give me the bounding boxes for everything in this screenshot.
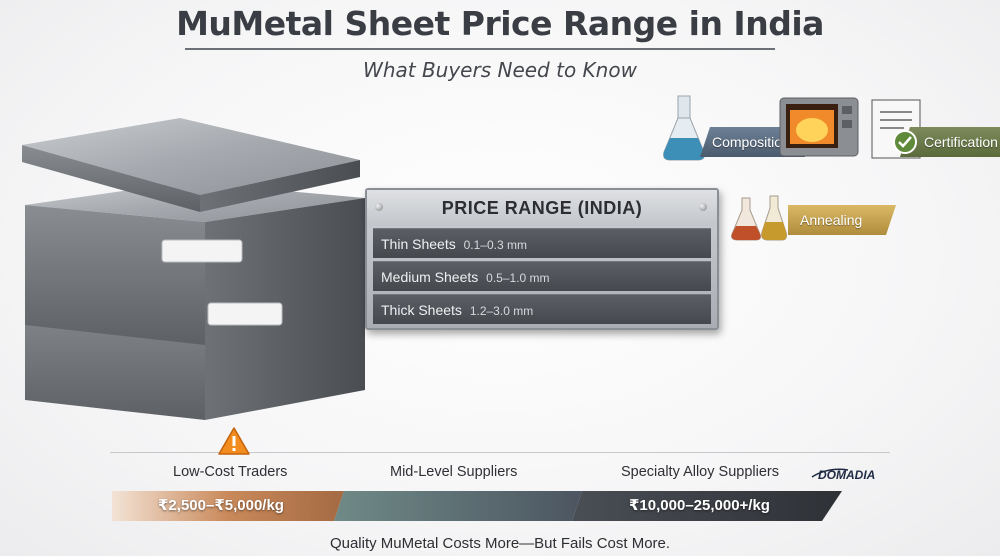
sheet-type-label: Thick Sheets xyxy=(381,302,462,318)
flask-icon xyxy=(663,95,705,161)
metal-sheet-stack-illustration xyxy=(22,118,365,420)
sheet-label-tab xyxy=(161,239,243,263)
price-range-panel: PRICE RANGE (INDIA) Thin Sheets 0.1–0.3 … xyxy=(365,188,719,330)
tier-low-cost: Low-Cost Traders xyxy=(173,464,288,480)
furnace-icon xyxy=(779,97,859,157)
check-icon xyxy=(893,130,917,154)
page-title: MuMetal Sheet Price Range in India xyxy=(176,4,824,43)
thickness-range: 0.5–1.0 mm xyxy=(486,271,550,285)
certification-label: Certification xyxy=(924,134,998,150)
footer-tagline: Quality MuMetal Costs More—But Fails Cos… xyxy=(329,535,671,552)
price-row-thin: Thin Sheets 0.1–0.3 mm xyxy=(373,228,711,258)
high-price-range: ₹10,000–25,000+/kg xyxy=(629,497,770,514)
low-cost-segment xyxy=(112,491,344,521)
low-price-range: ₹2,500–₹5,000/kg xyxy=(158,497,284,514)
tier-specialty: Specialty Alloy Suppliers xyxy=(621,464,779,480)
beakers-icon xyxy=(731,195,787,241)
domadia-logo: DOMADIA xyxy=(811,468,875,482)
specialty-segment xyxy=(572,491,842,521)
title-divider xyxy=(185,48,775,50)
mid-level-segment xyxy=(334,491,582,521)
svg-text:DOMADIA: DOMADIA xyxy=(818,468,875,482)
price-row-thick: Thick Sheets 1.2–3.0 mm xyxy=(373,294,711,324)
page-subtitle: What Buyers Need to Know xyxy=(363,58,637,82)
sheet-label-tab xyxy=(207,302,283,326)
thickness-range: 1.2–3.0 mm xyxy=(469,304,534,318)
price-scale-bar xyxy=(112,491,842,521)
thickness-range: 0.1–0.3 mm xyxy=(463,238,527,252)
warning-icon xyxy=(218,427,250,455)
thin-sheet xyxy=(22,118,360,212)
sheet-type-label: Thin Sheets xyxy=(381,236,456,252)
tier-mid-level: Mid-Level Suppliers xyxy=(390,464,518,480)
annealing-tag: Annealing xyxy=(788,205,896,235)
price-range-title: PRICE RANGE (INDIA) xyxy=(367,190,717,226)
sheet-type-label: Medium Sheets xyxy=(381,269,479,285)
screw-icon xyxy=(375,203,383,211)
price-row-medium: Medium Sheets 0.5–1.0 mm xyxy=(373,261,711,291)
screw-icon xyxy=(699,203,707,211)
tier-divider xyxy=(110,452,890,453)
